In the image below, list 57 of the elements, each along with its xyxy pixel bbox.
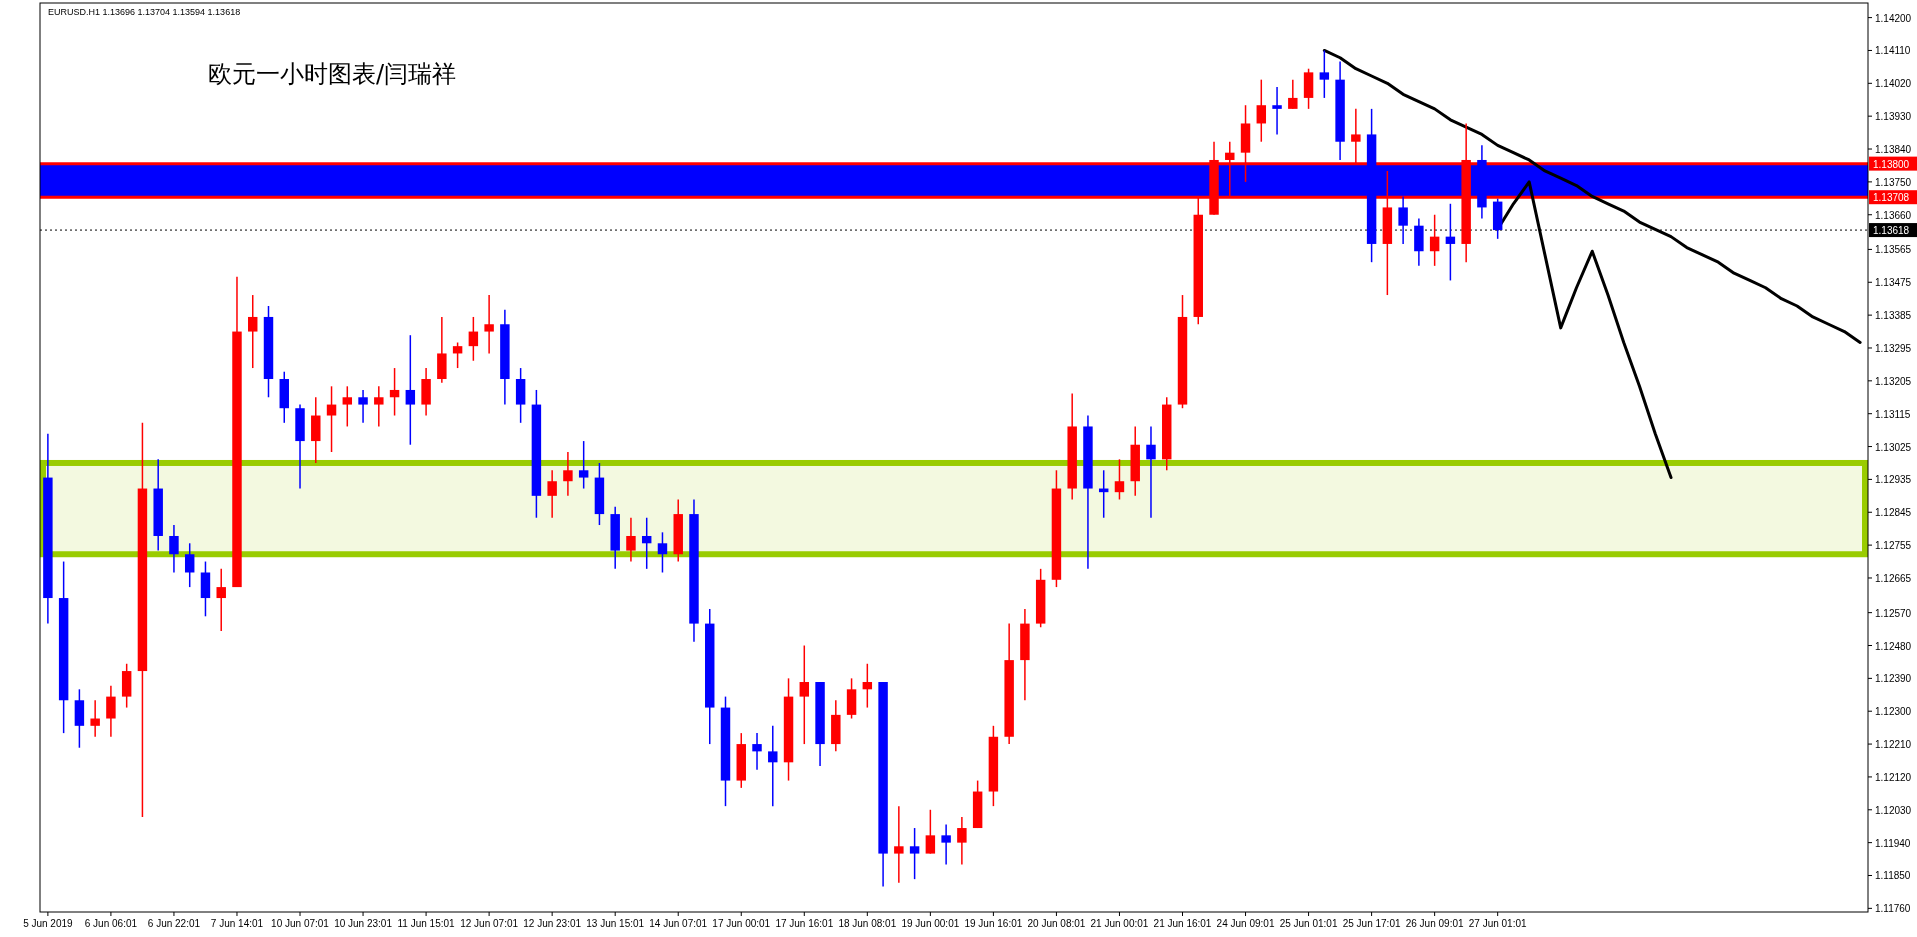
ytick: 1.12390 [1875,673,1912,685]
xtick: 10 Jun 07:01 [271,918,329,929]
xtick: 12 Jun 07:01 [460,918,519,929]
xtick: 21 Jun 16:01 [1153,918,1212,929]
ytick: 1.12480 [1875,640,1912,652]
ytick: 1.11850 [1875,870,1911,882]
ref-label: 1.13708 [1873,192,1910,204]
ytick: 1.13295 [1875,343,1912,354]
xtick: 5 Jun 2019 [23,918,73,929]
ytick: 1.12570 [1875,607,1912,619]
xtick: 12 Jun 23:01 [523,918,582,929]
xtick: 11 Jun 15:01 [397,918,455,929]
ytick: 1.12120 [1875,771,1912,783]
xtick: 26 Jun 09:01 [1405,918,1464,929]
ytick: 1.13115 [1875,408,1911,420]
ytick: 1.14110 [1875,45,1911,57]
ytick: 1.12030 [1875,804,1912,816]
xtick: 18 Jun 08:01 [838,918,897,929]
ytick: 1.13840 [1875,144,1912,155]
ytick: 1.13475 [1875,277,1912,289]
ytick: 1.12665 [1875,572,1912,584]
xtick: 17 Jun 16:01 [775,918,834,929]
xtick: 27 Jun 01:01 [1468,918,1527,929]
xtick: 6 Jun 06:01 [84,918,138,929]
ytick: 1.13750 [1875,176,1912,188]
ytick: 1.14200 [1875,12,1912,24]
ytick: 1.12300 [1875,706,1912,718]
xtick: 25 Jun 01:01 [1279,918,1338,929]
xtick: 6 Jun 22:01 [147,918,201,929]
ytick: 1.12845 [1875,507,1912,519]
xtick: 10 Jun 23:01 [334,918,392,929]
xtick: 19 Jun 16:01 [964,918,1023,929]
ytick: 1.13565 [1875,244,1912,256]
ytick: 1.11760 [1875,903,1911,915]
ytick: 1.12755 [1875,540,1912,552]
xtick: 13 Jun 15:01 [586,918,645,929]
ytick: 1.13385 [1875,310,1912,322]
ytick: 1.14020 [1875,78,1912,90]
ytick: 1.13025 [1875,441,1912,453]
ref-label: 1.13800 [1873,158,1910,170]
xtick: 25 Jun 17:01 [1342,918,1401,929]
ytick: 1.13660 [1875,209,1912,221]
ytick: 1.12210 [1875,739,1912,751]
subtitle: EURUSD.H1 1.13696 1.13704 1.13594 1.13618 [48,7,241,17]
xtick: 19 Jun 00:01 [901,918,960,929]
xtick: 7 Jun 14:01 [210,918,264,929]
ytick: 1.12935 [1875,474,1912,486]
xtick: 21 Jun 00:01 [1090,918,1149,929]
xtick: 17 Jun 00:01 [712,918,771,929]
title: 欧元一小时图表/闫瑞祥 [208,60,457,88]
xtick: 14 Jun 07:01 [649,918,708,929]
ytick: 1.13205 [1875,375,1912,387]
ref-label: 1.13618 [1873,225,1910,237]
ytick: 1.13930 [1875,111,1912,123]
xtick: 24 Jun 09:01 [1216,918,1275,929]
ytick: 1.11940 [1875,837,1911,849]
xtick: 20 Jun 08:01 [1027,918,1086,929]
